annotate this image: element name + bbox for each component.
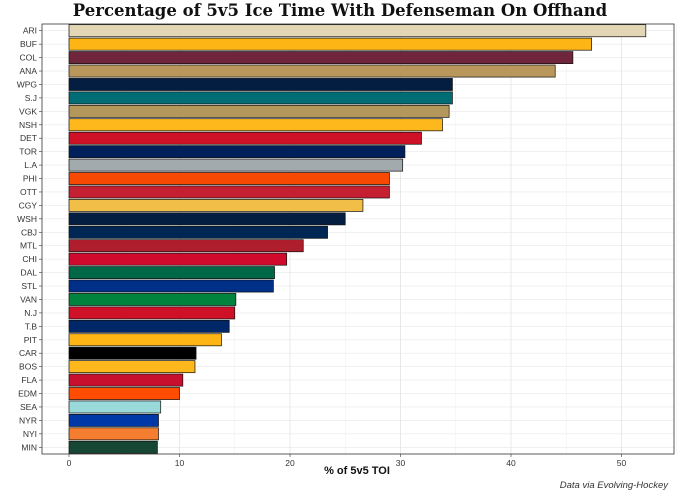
y-tick-label: VAN [20, 294, 37, 304]
bar-stl [68, 279, 274, 293]
bar-bos [68, 360, 196, 374]
bar-ana [68, 64, 556, 78]
chart-title: Percentage of 5v5 Ice Time With Defensem… [72, 1, 608, 20]
bar-col [68, 51, 574, 64]
y-tick-label: CBJ [21, 227, 37, 237]
bar-ott [68, 185, 390, 199]
plot-border [41, 23, 675, 455]
y-tick-label: T.B [25, 321, 38, 331]
bar-sj [68, 91, 453, 105]
bar-la [68, 158, 404, 172]
y-tick-label: NYI [23, 429, 37, 439]
y-tick-label: CHI [22, 254, 37, 264]
y-tick-label: FLA [21, 375, 37, 385]
y-tick-label: BUF [20, 39, 37, 49]
bar-nyr [68, 414, 159, 427]
bar-fla [68, 373, 184, 387]
y-tick-label: NSH [19, 120, 37, 130]
y-tick-label: CAR [19, 348, 37, 358]
y-tick-label: TOR [19, 147, 37, 157]
y-tick-label: ANA [20, 66, 38, 76]
x-tick-label: 0 [67, 458, 72, 468]
y-tick-label: S.J [25, 93, 37, 103]
x-tick-label: 50 [617, 458, 627, 468]
y-tick-label: SEA [20, 402, 37, 412]
bar-car [68, 346, 197, 360]
y-tick-label: CGY [19, 200, 38, 210]
bar-det [68, 131, 422, 145]
bar-nj [68, 306, 236, 320]
y-tick-label: ARI [23, 26, 37, 36]
x-tick-label: 40 [506, 458, 516, 468]
x-axis-label: % of 5v5 TOI [324, 465, 390, 477]
bar-sea [68, 400, 162, 414]
y-tick-label: PIT [24, 335, 37, 345]
y-tick-label: MTL [20, 241, 37, 251]
y-tick-label: VGK [19, 106, 37, 116]
y-tick-label: MIN [21, 442, 37, 452]
y-tick-label: DET [20, 133, 37, 143]
y-tick-label: NYR [19, 415, 37, 425]
bar-dal [68, 266, 275, 279]
y-tick-label: WSH [17, 214, 37, 224]
bar-cbj [68, 225, 328, 239]
bar-tb [68, 319, 230, 333]
bar-nyi [68, 427, 159, 441]
y-tick-label: N.J [24, 308, 37, 318]
y-tick-label: OTT [20, 187, 37, 197]
bar-phi [68, 172, 390, 185]
bar-buf [68, 37, 593, 51]
y-tick-label: COL [20, 53, 38, 63]
y-tick-label: L.A [24, 160, 37, 170]
bar-edm [68, 387, 180, 400]
y-tick-label: PHI [23, 174, 37, 184]
y-tick-label: EDM [18, 389, 37, 399]
bar-van [68, 293, 237, 306]
bar-mtl [68, 239, 304, 253]
bar-wpg [68, 78, 453, 91]
bar-tor [68, 145, 406, 159]
y-tick-label: WPG [17, 79, 37, 89]
x-tick-label: 20 [285, 458, 295, 468]
x-tick-label: 10 [175, 458, 185, 468]
bar-nsh [68, 118, 443, 132]
x-tick-label: 30 [396, 458, 406, 468]
bar-ari [68, 24, 647, 38]
bar-vgk [68, 104, 450, 118]
bar-pit [68, 333, 222, 347]
y-tick-label: STL [21, 281, 37, 291]
bar-chi [68, 252, 288, 266]
y-tick-label: DAL [20, 268, 37, 278]
data-source-caption: Data via Evolving-Hockey [559, 480, 668, 491]
bar-cgy [68, 199, 364, 212]
y-tick-label: BOS [19, 362, 37, 372]
bar-min [68, 440, 158, 454]
bar-wsh [68, 212, 346, 226]
